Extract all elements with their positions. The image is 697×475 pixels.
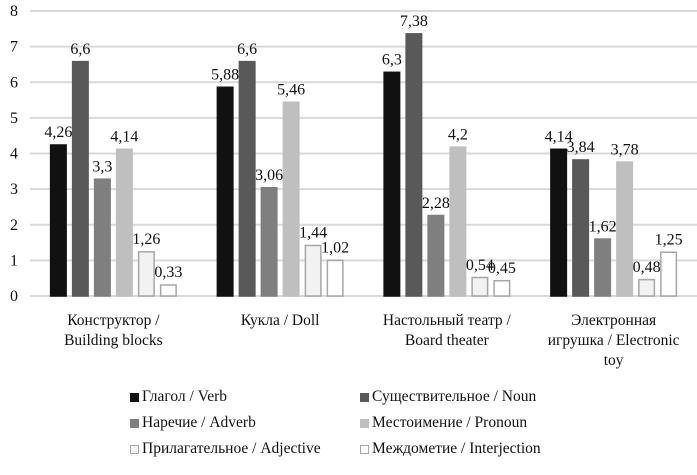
data-label: 2,28: [422, 195, 450, 212]
data-label: 1,25: [655, 231, 683, 248]
data-label: 3,06: [255, 167, 283, 184]
data-label: 3,84: [567, 139, 595, 156]
bar: [405, 33, 423, 297]
bar: [71, 60, 89, 297]
y-tick-label: 1: [10, 252, 18, 269]
data-label: 0,48: [633, 259, 661, 276]
data-label: 0,45: [488, 260, 516, 277]
data-label: 6,3: [382, 52, 402, 69]
data-label: 0,54: [466, 257, 494, 274]
legend-label: Междометие / Interjection: [372, 440, 541, 457]
data-label: 4,14: [545, 129, 573, 146]
bar: [49, 144, 67, 297]
category-label: Электронная: [571, 312, 656, 329]
legend-label: Глагол / Verb: [142, 388, 227, 405]
y-tick-label: 8: [10, 3, 18, 20]
bar: [282, 101, 300, 297]
x-axis-categories: Конструктор / Building blocks Кукла / Doll…: [64, 312, 680, 369]
data-labels: 4,26 6,6 3,3 4,14 1,26 0,33 5,88 6,6 3,06 5,46 1,4…: [44, 13, 682, 281]
data-label: 4,26: [44, 124, 72, 141]
y-tick-label: 4: [10, 146, 18, 163]
data-label: 1,62: [589, 218, 617, 235]
category-label: toy: [604, 352, 624, 369]
data-label: 3,78: [611, 141, 639, 158]
data-label: 1,26: [132, 231, 160, 248]
legend-swatch: [360, 444, 369, 454]
legend-item: Местоимение / Pronoun: [360, 414, 527, 432]
data-label: 5,46: [277, 81, 305, 98]
bar: [660, 251, 678, 297]
category-label: Board theater: [405, 332, 490, 349]
legend-item: Междометие / Interjection: [360, 440, 541, 458]
legend-item: Глагол / Verb: [130, 388, 227, 406]
category-label: Building blocks: [64, 332, 163, 349]
y-tick-label: 7: [10, 39, 18, 56]
data-label: 5,88: [211, 67, 239, 84]
bar: [326, 259, 344, 297]
data-label: 1,44: [299, 225, 327, 242]
data-label: 6,6: [237, 41, 257, 58]
bar: [383, 71, 401, 297]
bar: [238, 60, 256, 297]
y-tick-label: 6: [10, 74, 18, 91]
data-label: 1,02: [321, 240, 349, 257]
bar: [216, 86, 234, 297]
bar: [137, 251, 155, 297]
legend-swatch: [130, 418, 139, 428]
bars: [49, 33, 678, 297]
legend-label: Прилагательное / Adjective: [142, 440, 321, 457]
data-label: 4,14: [110, 129, 138, 146]
legend-item: Прилагательное / Adjective: [130, 440, 321, 458]
legend-label: Местоимение / Pronoun: [372, 414, 528, 431]
legend-swatch: [130, 392, 139, 402]
bar: [550, 148, 568, 297]
category-label: Настольный театр /: [383, 312, 512, 329]
legend-swatch: [360, 392, 369, 402]
bar: [594, 238, 612, 297]
bar: [115, 148, 133, 297]
legend-label: Наречие / Adverb: [142, 414, 256, 431]
category-label: Конструктор /: [67, 312, 160, 329]
legend-item: Наречие / Adverb: [130, 414, 256, 432]
bar: [493, 279, 511, 297]
y-tick-label: 0: [10, 288, 18, 305]
legend-swatch: [360, 418, 369, 428]
bar: [93, 178, 111, 297]
legend-swatch: [130, 444, 139, 454]
bar: [616, 161, 634, 297]
data-label: 4,2: [448, 126, 468, 143]
bar: [304, 244, 322, 297]
bar: [449, 146, 467, 297]
bar: [427, 214, 445, 297]
data-label: 6,6: [70, 41, 90, 58]
data-label: 0,33: [154, 264, 182, 281]
y-tick-label: 5: [10, 110, 18, 127]
category-label: Кукла / Doll: [241, 312, 320, 329]
bar: [159, 284, 177, 297]
legend-label: Существительное / Noun: [372, 388, 537, 405]
category-label: игрушка / Electronic: [548, 332, 680, 349]
data-label: 3,3: [92, 158, 112, 175]
y-tick-label: 2: [10, 217, 18, 234]
legend-item: Существительное / Noun: [360, 388, 536, 406]
y-tick-label: 3: [10, 181, 18, 198]
bar: [471, 276, 489, 297]
bar-chart: 0 1 2 3 4 5 6 7 8 4,26 6,6 3,3 4,14 1,26 0,33 5,88 6,6 3…: [10, 3, 697, 369]
y-axis-ticks: 0 1 2 3 4 5 6 7 8: [10, 3, 18, 305]
bar: [638, 278, 656, 297]
bar: [260, 186, 278, 297]
data-label: 7,38: [400, 13, 428, 30]
bar: [572, 159, 590, 297]
